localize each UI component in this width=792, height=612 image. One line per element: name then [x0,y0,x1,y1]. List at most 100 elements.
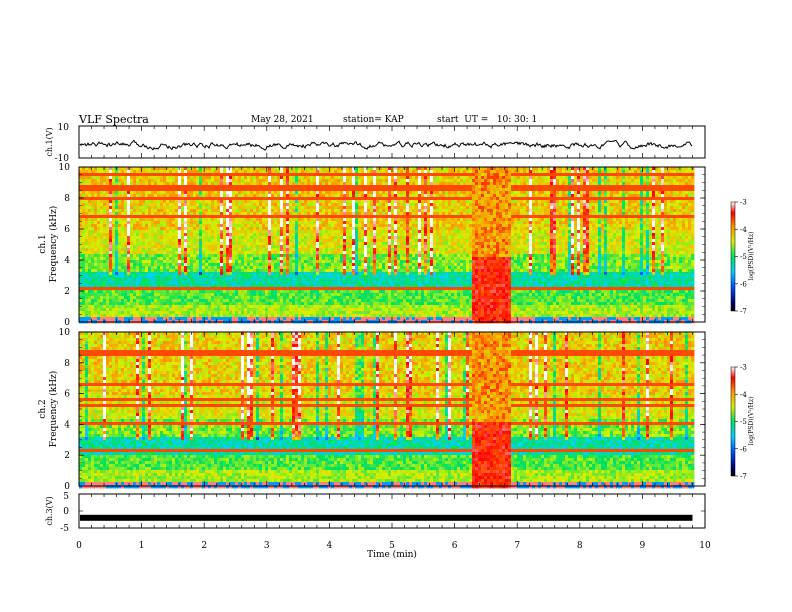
spectrogram-cell [145,170,149,174]
spectrogram-cell [565,191,569,195]
spectrogram-cell [157,221,161,225]
spectrogram-cell [169,215,173,219]
spectrogram-cell [385,200,389,204]
spectrogram-cell [544,182,548,186]
spectrogram-cell [484,209,488,213]
spectrogram-cell [499,236,503,240]
spectrogram-cell [424,221,428,225]
spectrogram-cell [169,224,173,228]
spectrogram-cell [595,227,599,231]
spectrogram-cell [232,230,236,234]
spectrogram-cell [448,170,452,174]
spectrogram-cell [565,188,569,192]
spectrogram-cell [214,167,218,171]
spectrogram-cell [394,236,398,240]
spectrogram-cell [565,200,569,204]
spectrogram-cell [667,191,671,195]
spectrogram-cell [148,182,152,186]
spectrogram-cell [145,194,149,198]
spectrogram-cell [163,206,167,210]
spectrogram-cell [589,227,593,231]
spectrogram-cell [139,206,143,210]
spectrogram-cell [259,215,263,219]
spectrogram-cell [91,197,95,201]
spectrogram-cell [112,236,116,240]
spectrogram-cell [400,218,404,222]
spectrogram-cell [403,215,407,219]
spectrogram-cell [310,194,314,198]
spectrogram-cell [202,221,206,225]
spectrogram-cell [568,197,572,201]
spectrogram-cell [148,230,152,234]
spectrogram-cell [250,200,254,204]
spectrogram-cell [277,206,281,210]
spectrogram-cell [493,185,497,189]
spectrogram-cell [145,179,149,183]
spectrogram-cell [559,224,563,228]
spectrogram-cell [505,209,509,213]
spectrogram-cell [148,194,152,198]
spectrogram-cell [448,221,452,225]
spectrogram-cell [556,206,560,210]
spectrogram-cell [130,191,134,195]
spectrogram-cell [193,179,197,183]
spectrogram-cell [415,224,419,228]
spectrogram-cell [283,197,287,201]
spectrogram-cell [430,185,434,189]
spectrogram-cell [565,218,569,222]
spectrogram-cell [442,191,446,195]
spectrogram-cell [370,236,374,240]
spectrogram-cell [136,182,140,186]
spectrogram-cell [331,194,335,198]
spectrogram-cell [256,167,260,171]
spectrogram-cell [586,191,590,195]
spectrogram-cell [352,185,356,189]
spectrogram-cell [598,200,602,204]
spectrogram-cell [634,167,638,171]
spectrogram-cell [235,203,239,207]
spectrogram-cell [505,170,509,174]
spectrogram-cell [202,215,206,219]
spectrogram-cell [307,188,311,192]
spectrogram-cell [313,224,317,228]
spectrogram-cell [373,212,377,216]
spectrogram-cell [127,200,131,204]
spectrogram-cell [520,173,524,177]
spectrogram-cell [307,167,311,171]
spectrogram-cell [427,212,431,216]
spectrogram-cell [616,227,620,231]
spectrogram-cell [637,176,641,180]
spectrogram-cell [676,209,680,213]
spectrogram-cell [346,221,350,225]
spectrogram-cell [115,212,119,216]
spectrogram-cell [157,230,161,234]
spectrogram-cell [568,224,572,228]
spectrogram-cell [121,191,125,195]
spectrogram-cell [487,227,491,231]
spectrogram-cell [334,185,338,189]
spectrogram-cell [613,227,617,231]
spectrogram-cell [97,203,101,207]
spectrogram-cell [238,230,242,234]
spectrogram-cell [109,230,113,234]
spectrogram-cell [469,227,473,231]
spectrogram-cell [670,182,674,186]
spectrogram-cell [109,233,113,237]
spectrogram-cell [343,185,347,189]
spectrogram-cell [469,221,473,225]
ch1-waveform-panel: 10 -10 ch.1(V) [45,123,706,164]
spectrogram-cell [469,215,473,219]
spectrogram-cell [301,227,305,231]
spectrogram-cell [541,203,545,207]
spectrogram-cell [268,206,272,210]
spectrogram-cell [265,197,269,201]
spectrogram-cell [496,188,500,192]
spectrogram-cell [361,206,365,210]
spectrogram-cell [238,191,242,195]
spectrogram-cell [367,209,371,213]
spectrogram-cell [97,188,101,192]
spectrogram-cell [634,191,638,195]
spectrogram-cell [607,167,611,171]
spectrogram-cell [163,182,167,186]
spectrogram-cell [685,170,689,174]
